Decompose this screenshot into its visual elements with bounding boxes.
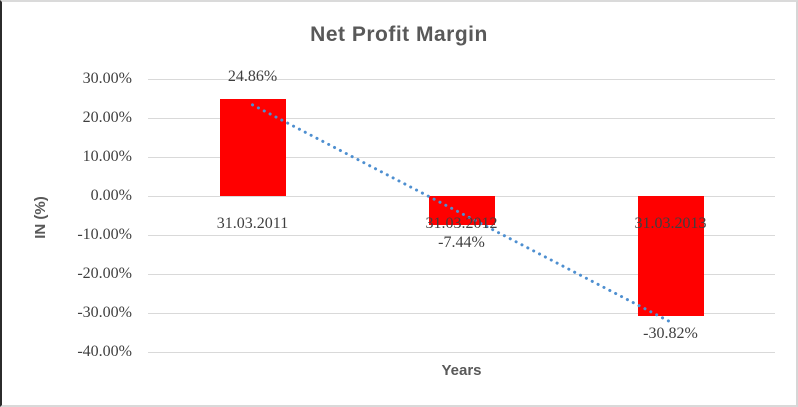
y-tick-label: -40.00% xyxy=(77,343,132,360)
x-category-label: 31.03.2012 xyxy=(425,215,498,232)
bar-data-label: -7.44% xyxy=(438,234,485,252)
y-tick-label: -30.00% xyxy=(77,304,132,321)
x-category-label: 31.03.2013 xyxy=(634,215,707,232)
y-tick-label: -20.00% xyxy=(77,265,132,282)
y-tick-label: -10.00% xyxy=(77,226,132,243)
gridline xyxy=(148,351,775,353)
bar xyxy=(219,99,286,196)
gridline xyxy=(148,78,775,80)
y-tick-label: 20.00% xyxy=(82,109,132,126)
bar-data-label: -30.82% xyxy=(643,325,698,343)
bar-data-label: 24.86% xyxy=(227,68,278,86)
x-category-label: 31.03.2011 xyxy=(216,215,289,232)
y-tick-label: 10.00% xyxy=(82,148,132,165)
chart-title: Net Profit Margin xyxy=(310,23,488,46)
y-tick-label: 30.00% xyxy=(82,70,132,87)
y-tick-label: 0.00% xyxy=(90,187,132,204)
x-axis-title: Years xyxy=(441,362,482,379)
